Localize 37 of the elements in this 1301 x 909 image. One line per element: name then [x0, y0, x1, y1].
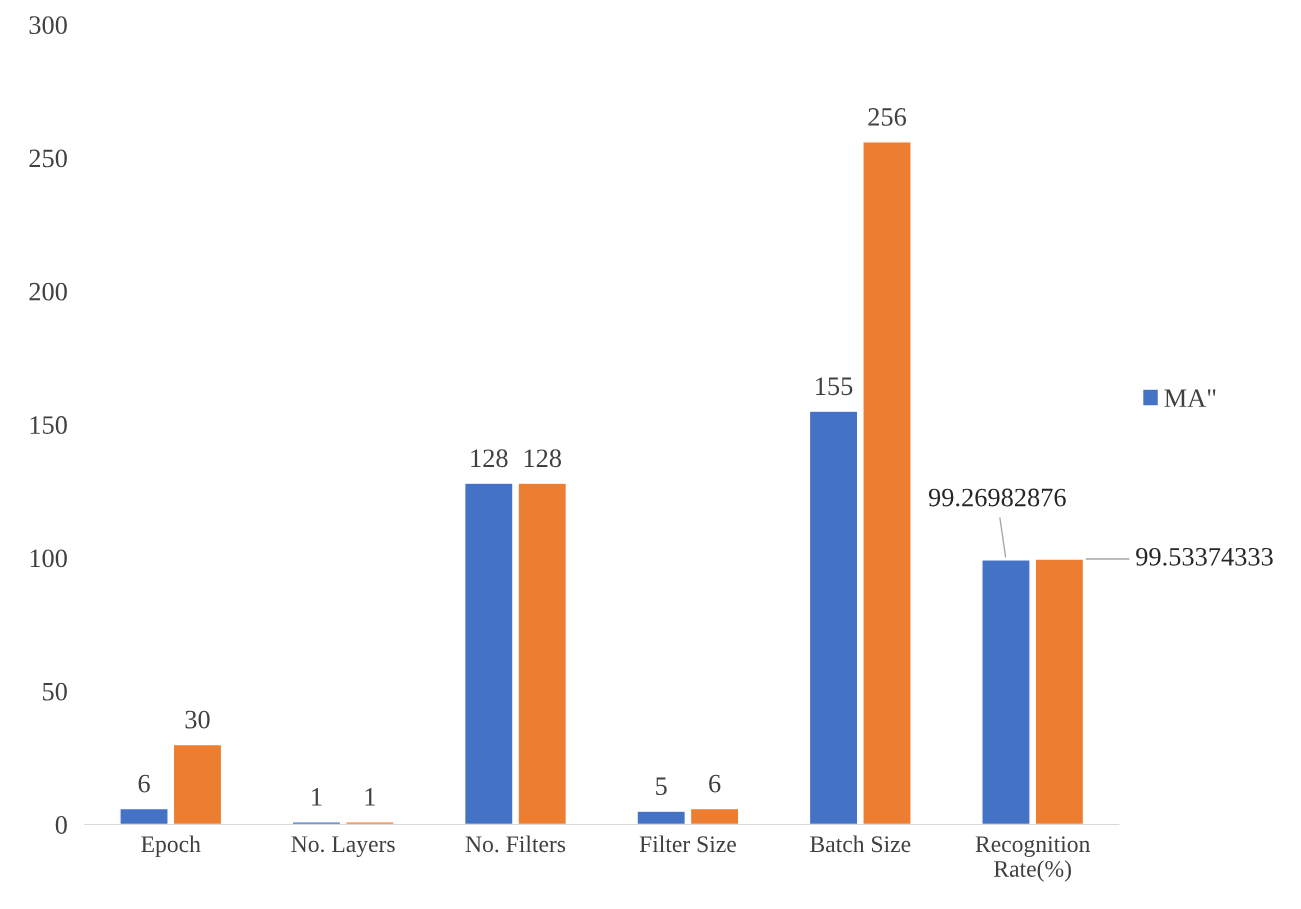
- x-tick-label: No. Layers: [291, 836, 395, 857]
- data-label: 1: [312, 788, 322, 806]
- bar: [463, 482, 514, 825]
- data-label: 1: [365, 788, 375, 806]
- data-label: 99.53374333: [1136, 547, 1273, 566]
- data-label: 155: [816, 377, 853, 396]
- data-label: 6: [709, 774, 721, 793]
- bar: [981, 559, 1031, 825]
- y-tick-label: 300: [29, 16, 67, 34]
- data-label: 6: [138, 774, 150, 793]
- x-tick-label: Batch Size: [810, 835, 911, 853]
- bar: [119, 807, 169, 825]
- y-tick-label: 50: [43, 682, 67, 701]
- x-tick-label: Recognition Rate(%): [975, 836, 1091, 882]
- y-tick-label: 150: [30, 416, 67, 434]
- data-label: 256: [868, 108, 907, 126]
- data-label: 5: [656, 777, 667, 796]
- y-tick-label: 100: [30, 549, 67, 568]
- bar: [636, 810, 687, 825]
- bar: [172, 743, 223, 825]
- y-tick-label: 0: [55, 816, 67, 834]
- bar: [517, 482, 568, 825]
- y-tick-label: 250: [29, 149, 67, 168]
- bar: [862, 141, 912, 825]
- data-label: 30: [185, 710, 210, 729]
- bar: [689, 807, 740, 825]
- bar: [345, 821, 395, 825]
- data-label: 128: [524, 449, 562, 468]
- bar: [808, 410, 859, 825]
- x-tick-label: Filter Size: [639, 835, 736, 853]
- bar: [1034, 558, 1085, 825]
- y-tick-label: 200: [29, 282, 67, 301]
- x-tick-label: Epoch: [141, 835, 201, 857]
- data-label: 99.26982876: [928, 488, 1066, 507]
- x-tick-label: No. Filters: [465, 835, 566, 853]
- data-label: 128: [471, 449, 508, 468]
- legend-label: MA": [1164, 389, 1216, 407]
